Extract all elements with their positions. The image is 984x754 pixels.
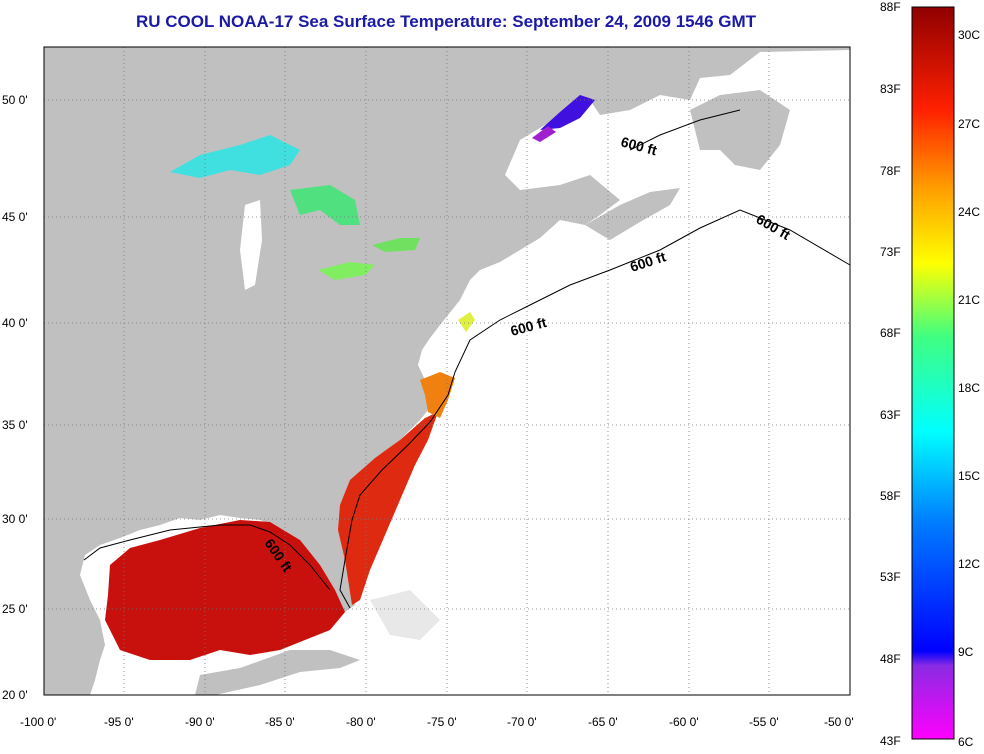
lake-michigan (240, 200, 262, 290)
x-tick-label: -65 0' (588, 715, 618, 729)
colorbar-f-label: 83F (880, 82, 901, 96)
land-cuba (195, 650, 360, 695)
isobath-600ft (83, 109, 851, 609)
colorbar-c-label: 6C (958, 735, 974, 749)
colorbar-c-label: 27C (958, 117, 980, 131)
x-tick-label: -80 0' (346, 715, 376, 729)
sst-gulf-stream (338, 412, 438, 605)
lake-ontario (372, 238, 420, 252)
land-newfoundland (690, 90, 790, 170)
x-tick-label: -95 0' (104, 715, 134, 729)
x-tick-label: -85 0' (265, 715, 295, 729)
colorbar-f-label: 63F (880, 408, 901, 422)
colorbar-f-label: 88F (880, 0, 901, 14)
sst-st-lawrence-violet (532, 126, 556, 142)
y-tick-label: 50 0' (2, 93, 28, 107)
colorbar-c-label: 15C (958, 469, 980, 483)
x-tick-label: -75 0' (427, 715, 457, 729)
colorbar-scale (911, 6, 955, 740)
y-tick-label: 25 0' (2, 602, 28, 616)
colorbar: 88F 83F 78F 73F 68F 63F 58F 53F 48F 43F … (880, 0, 980, 749)
x-tick-label: -55 0' (749, 715, 779, 729)
colorbar-f-label: 48F (880, 652, 901, 666)
y-tick-label: 40 0' (2, 316, 28, 330)
x-tick-label: -50 0' (824, 715, 854, 729)
lake-superior (170, 135, 300, 178)
colorbar-f-label: 73F (880, 245, 901, 259)
x-axis: -100 0' -95 0' -90 0' -85 0' -80 0' -75 … (20, 715, 854, 729)
x-tick-label: -90 0' (185, 715, 215, 729)
colorbar-c-label: 9C (958, 645, 974, 659)
sst-mid-atlantic (420, 372, 455, 418)
map-title: RU COOL NOAA-17 Sea Surface Temperature:… (135, 12, 757, 31)
sst-new-jersey (458, 312, 475, 332)
y-tick-label: 20 0' (2, 688, 28, 702)
colorbar-f-label: 68F (880, 326, 901, 340)
colorbar-f-label: 78F (880, 164, 901, 178)
colorbar-f-label: 53F (880, 570, 901, 584)
lake-erie (318, 262, 375, 280)
colorbar-f-label: 58F (880, 489, 901, 503)
colorbar-c-label: 24C (958, 205, 980, 219)
land-bahamas (370, 590, 440, 640)
colorbar-c-label: 18C (958, 381, 980, 395)
sst-st-lawrence (540, 95, 595, 130)
land-nova-scotia (585, 188, 680, 240)
lake-huron (290, 185, 360, 225)
grid (44, 47, 850, 695)
y-tick-label: 30 0' (2, 512, 28, 526)
y-tick-label: 35 0' (2, 418, 28, 432)
plot-frame (43, 46, 851, 696)
colorbar-c-label: 21C (958, 293, 980, 307)
colorbar-c-label: 30C (958, 28, 980, 42)
x-tick-label: -100 0' (20, 715, 56, 729)
y-tick-label: 45 0' (2, 210, 28, 224)
colorbar-c-label: 12C (958, 557, 980, 571)
x-tick-label: -70 0' (507, 715, 537, 729)
colorbar-f-label: 43F (880, 734, 901, 748)
y-axis: 50 0' 45 0' 40 0' 35 0' 30 0' 25 0' 20 0… (2, 93, 28, 702)
x-tick-label: -60 0' (669, 715, 699, 729)
